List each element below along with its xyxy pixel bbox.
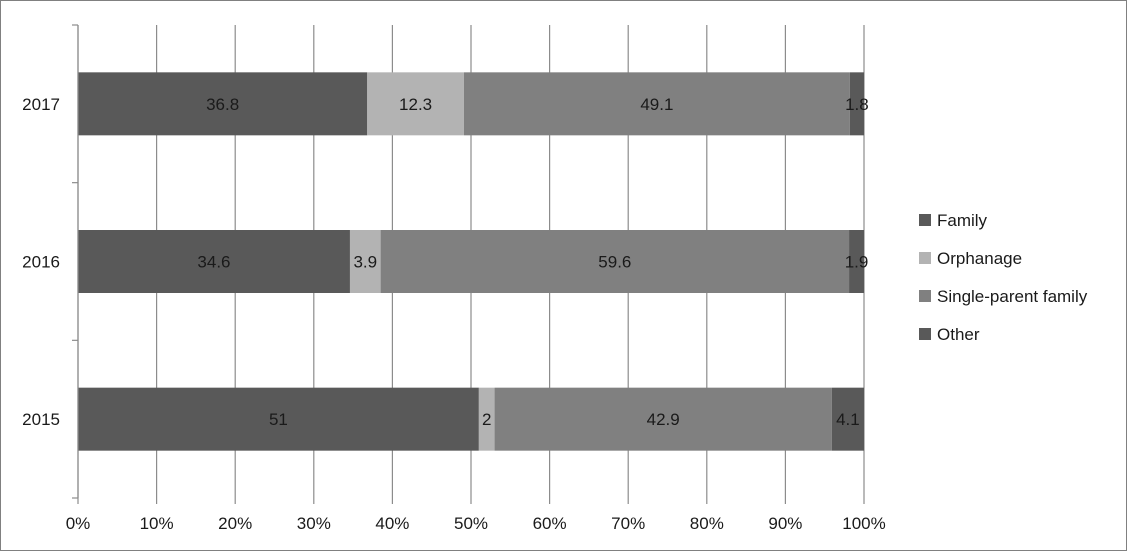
data-label: 12.3 [399,95,432,114]
bar-segment [78,72,368,136]
data-label: 59.6 [598,253,631,272]
x-tick-label: 20% [218,514,252,533]
x-tick-label: 0% [66,514,91,533]
data-label: 49.1 [640,95,673,114]
x-tick-label: 50% [454,514,488,533]
legend-label: Orphanage [937,249,1022,268]
x-tick-label: 10% [140,514,174,533]
data-label: 34.6 [197,253,230,272]
data-label: 3.9 [353,253,377,272]
legend-swatch [919,328,931,340]
bar-segment [849,230,864,293]
bar-segment [78,230,350,293]
bar-segment [380,230,850,293]
bar-segment [494,387,832,451]
x-tick-label: 90% [768,514,802,533]
legend-swatch [919,290,931,302]
bar-segment [367,72,464,136]
bars: 36.8 12.3 49.1 1.8 34.6 3.9 59.6 1.9 51 2 42.9 4.1 [78,72,869,451]
data-label: 36.8 [206,95,239,114]
y-tick-label: 2015 [22,410,60,429]
data-label: 1.8 [845,95,869,114]
data-label: 4.1 [836,410,860,429]
data-label: 1.9 [845,253,869,272]
bar-segment [478,387,495,451]
legend-swatch [919,252,931,264]
data-label: 42.9 [647,410,680,429]
x-tick-label: 60% [533,514,567,533]
x-tick-label: 80% [690,514,724,533]
legend: Family Orphanage Single-parent family Other [919,211,1088,344]
bar-segment [463,72,850,136]
x-tick-label: 100% [842,514,885,533]
data-label: 2 [482,410,491,429]
bar-segment [849,72,864,136]
bar-segment [831,387,864,451]
bar-segment [349,230,381,293]
legend-label: Single-parent family [937,287,1088,306]
legend-label: Family [937,211,988,230]
x-tick-label: 30% [297,514,331,533]
y-tick-label: 2016 [22,253,60,272]
legend-label: Other [937,325,980,344]
axes: 0% 10% 20% 30% 40% 50% 60% 70% 80% 90% 100% 2017 201… [22,24,886,533]
x-tick-label: 40% [375,514,409,533]
x-tick-label: 70% [611,514,645,533]
data-label: 51 [269,410,288,429]
legend-swatch [919,214,931,226]
y-tick-label: 2017 [22,95,60,114]
bar-segment [78,387,479,451]
